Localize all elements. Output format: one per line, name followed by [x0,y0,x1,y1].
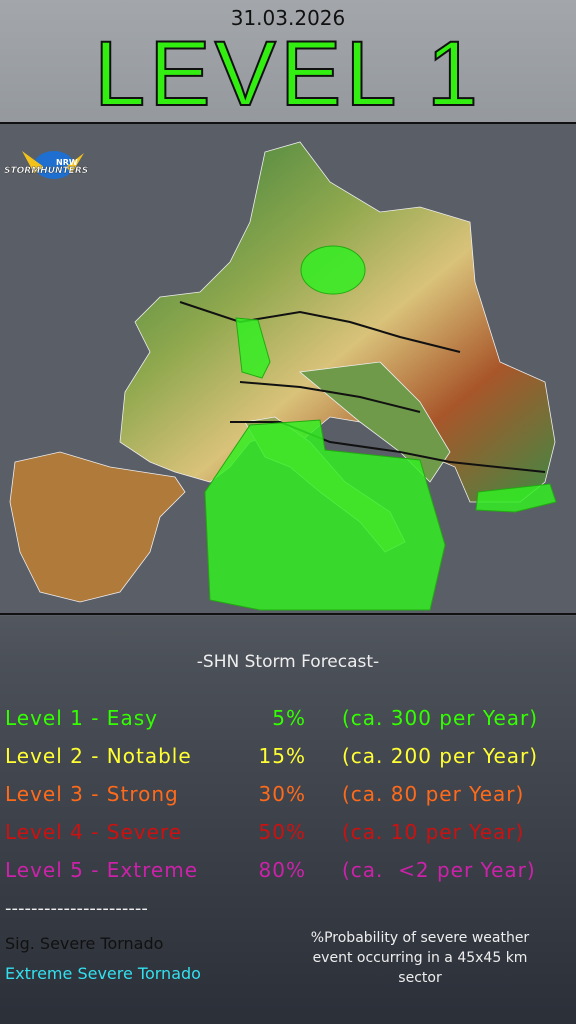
level1-area [300,245,366,295]
level-frequency: (ca. <2 per Year) [342,858,536,882]
logo-small: NRW [56,158,78,167]
forecast-map [0,122,576,616]
level-frequency: (ca. 300 per Year) [342,706,539,730]
level-name: Level 3 - Strong [5,782,179,806]
logo: NRW STORMHUNTERS [4,128,88,229]
level-probability: 5% [272,706,306,730]
land-balkans [299,361,451,483]
level-name: Level 4 - Severe [5,820,183,844]
forecast-areas [204,245,557,611]
tornado-label: Sig. Severe Tornado [5,934,164,953]
level-probability: 30% [258,782,306,806]
level-frequency: (ca. 80 per Year) [342,782,525,806]
probability-note: %Probability of severe weather event occ… [310,930,530,986]
country-borders [179,301,546,473]
logo-name: STORMHUNTERS [4,166,89,176]
level-row: Level 5 - Extreme 80% (ca. <2 per Year) [0,858,576,888]
level-row: Level 1 - Easy 5% (ca. 300 per Year) [0,706,576,736]
forecast-heading: -SHN Storm Forecast- [196,652,380,672]
level1-area [204,419,446,611]
level-row: Level 3 - Strong 30% (ca. 80 per Year) [0,782,576,812]
separator: ---------------------- [5,898,148,919]
level-probability: 50% [258,820,306,844]
level-frequency: (ca. 200 per Year) [342,744,539,768]
tornado-label: Extreme Severe Tornado [5,964,201,983]
level-name: Level 5 - Extreme [5,858,198,882]
logo-icon [22,151,85,179]
land-iberia [9,451,186,603]
level-probability: 80% [258,858,306,882]
level-name: Level 2 - Notable [5,744,192,768]
level-frequency: (ca. 10 per Year) [342,820,525,844]
level-probability: 15% [258,744,306,768]
level-name: Level 1 - Easy [5,706,158,730]
level-title: LEVEL 1 [93,23,482,125]
level1-area [475,483,557,513]
level-row: Level 4 - Severe 50% (ca. 10 per Year) [0,820,576,850]
date: 31.03.2026 [230,6,346,30]
level-row: Level 2 - Notable 15% (ca. 200 per Year) [0,744,576,774]
land-central-europe [119,141,556,503]
level1-area [235,317,271,379]
